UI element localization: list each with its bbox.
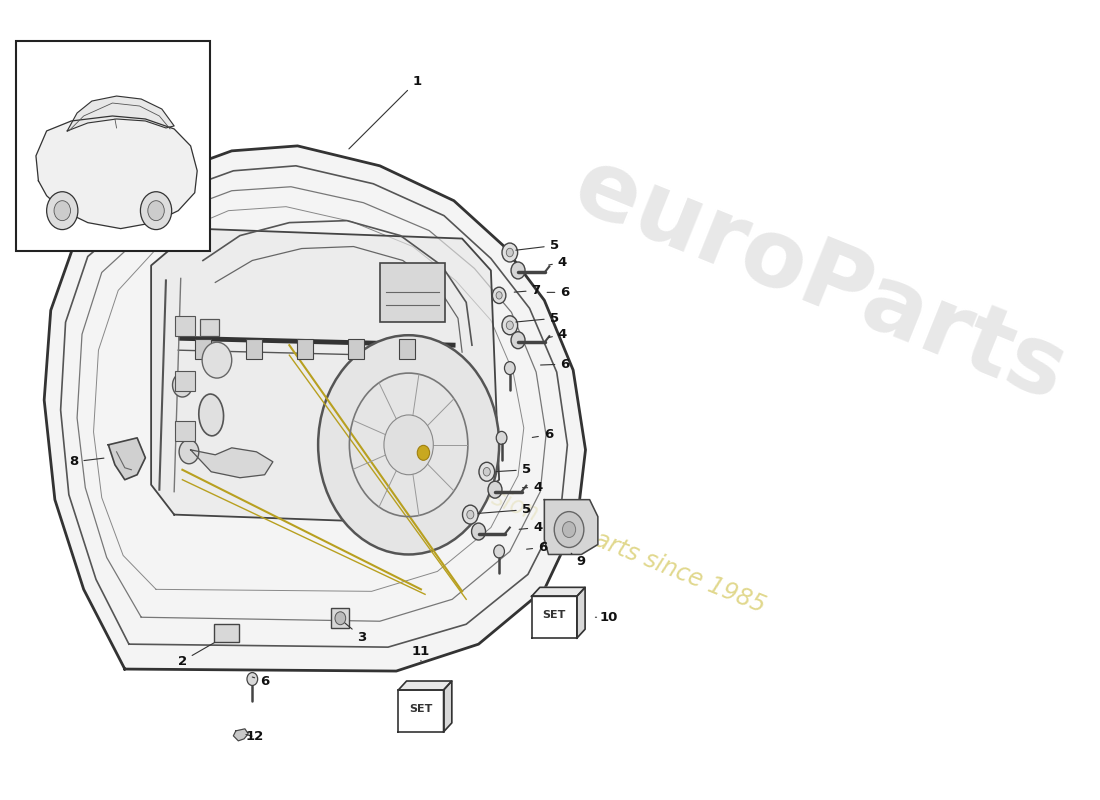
FancyBboxPatch shape [195, 339, 211, 359]
Circle shape [466, 510, 474, 519]
Circle shape [54, 201, 70, 221]
Polygon shape [398, 690, 443, 732]
FancyBboxPatch shape [16, 42, 209, 250]
Circle shape [505, 362, 515, 374]
Text: 4: 4 [519, 521, 542, 534]
Circle shape [506, 248, 514, 257]
Circle shape [502, 316, 518, 334]
Text: 5: 5 [516, 312, 559, 325]
Circle shape [562, 522, 575, 538]
Circle shape [488, 482, 502, 498]
Polygon shape [576, 587, 585, 638]
Text: euroParts: euroParts [561, 140, 1079, 421]
Text: 5: 5 [478, 503, 531, 516]
Text: 6: 6 [527, 541, 548, 554]
Circle shape [493, 287, 506, 303]
FancyBboxPatch shape [297, 339, 313, 359]
Text: 3: 3 [345, 623, 366, 644]
Text: 6: 6 [547, 286, 570, 299]
Circle shape [46, 192, 78, 230]
Text: SET: SET [542, 610, 565, 620]
Circle shape [141, 192, 172, 230]
Polygon shape [443, 681, 452, 732]
Text: SET: SET [409, 704, 432, 714]
Text: 9: 9 [571, 554, 586, 568]
Text: 5: 5 [516, 239, 559, 252]
Polygon shape [108, 438, 145, 480]
Text: 2: 2 [178, 642, 215, 667]
FancyBboxPatch shape [331, 608, 350, 628]
FancyBboxPatch shape [214, 624, 239, 642]
Circle shape [173, 373, 192, 397]
Circle shape [462, 505, 478, 524]
Text: 7: 7 [514, 284, 541, 297]
Circle shape [496, 292, 503, 299]
Text: 4: 4 [549, 256, 568, 269]
Circle shape [483, 467, 491, 476]
Text: 8: 8 [69, 455, 103, 468]
Polygon shape [67, 96, 174, 131]
FancyBboxPatch shape [245, 339, 262, 359]
Text: 6: 6 [252, 674, 270, 687]
Polygon shape [233, 729, 249, 741]
FancyBboxPatch shape [175, 371, 195, 391]
Circle shape [478, 462, 495, 482]
Text: 5: 5 [496, 463, 531, 476]
Circle shape [384, 415, 433, 474]
Circle shape [506, 321, 514, 330]
Circle shape [472, 523, 485, 540]
Text: 10: 10 [595, 610, 618, 624]
Circle shape [248, 673, 257, 686]
Ellipse shape [199, 394, 223, 436]
FancyBboxPatch shape [379, 263, 444, 322]
Circle shape [417, 446, 430, 460]
Text: 1: 1 [349, 74, 421, 149]
FancyBboxPatch shape [175, 316, 195, 336]
Text: a passion for parts since 1985: a passion for parts since 1985 [429, 462, 769, 618]
Circle shape [179, 440, 199, 464]
Circle shape [496, 431, 507, 444]
Polygon shape [531, 587, 585, 596]
Circle shape [336, 612, 345, 625]
Circle shape [318, 335, 499, 554]
Text: 11: 11 [411, 645, 430, 661]
FancyBboxPatch shape [348, 339, 364, 359]
Circle shape [512, 262, 525, 279]
Polygon shape [36, 116, 197, 229]
Polygon shape [190, 448, 273, 478]
Circle shape [147, 201, 164, 221]
Text: 4: 4 [522, 481, 542, 494]
Polygon shape [531, 596, 576, 638]
Circle shape [202, 342, 232, 378]
Text: 6: 6 [532, 428, 553, 442]
Polygon shape [544, 500, 597, 554]
Polygon shape [151, 229, 499, 525]
Text: 6: 6 [540, 358, 570, 370]
Circle shape [494, 545, 505, 558]
FancyBboxPatch shape [200, 319, 219, 336]
FancyBboxPatch shape [399, 339, 415, 359]
Polygon shape [398, 681, 452, 690]
Circle shape [502, 243, 518, 262]
Circle shape [554, 512, 584, 547]
Text: 4: 4 [549, 328, 568, 341]
Circle shape [512, 332, 525, 349]
FancyBboxPatch shape [175, 421, 195, 441]
Polygon shape [44, 146, 585, 671]
Text: 12: 12 [245, 730, 264, 743]
